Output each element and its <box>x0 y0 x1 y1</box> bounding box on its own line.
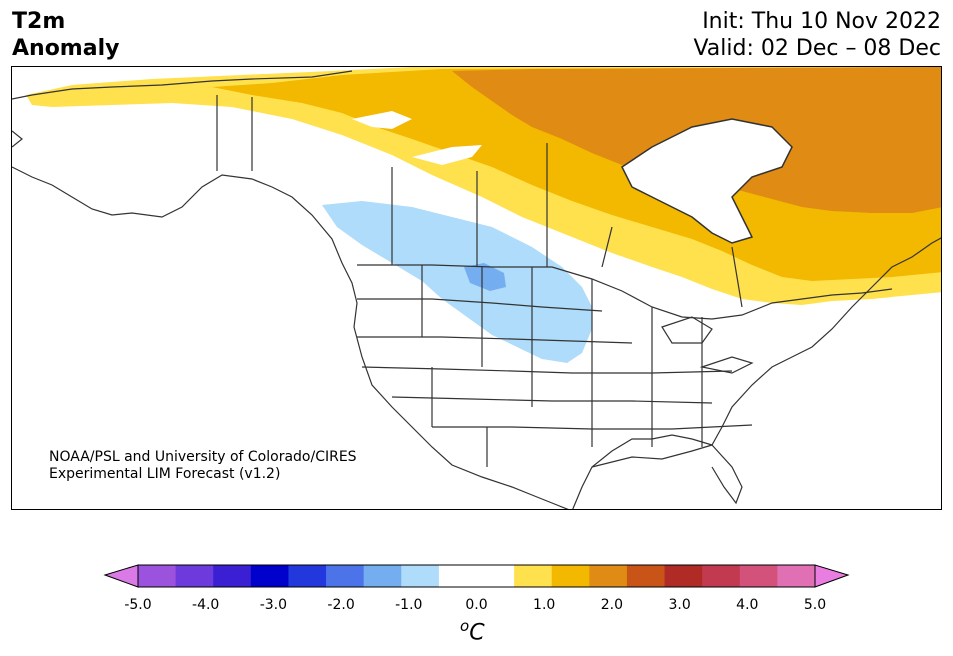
colorbar-tick-label: -3.0 <box>259 597 288 613</box>
hudson-bay <box>621 118 793 244</box>
colorbar-cell <box>551 565 590 587</box>
colorbar-cell <box>514 565 553 587</box>
colorbar-cell <box>476 565 515 587</box>
chart-title: T2m Anomaly <box>12 8 119 62</box>
colorbar-frame <box>137 564 816 588</box>
colorbar-cell <box>777 565 816 587</box>
colorbar-cell <box>401 565 440 587</box>
colorbar-tick-label: 1.0 <box>533 597 556 613</box>
colorbar-cell <box>326 565 365 587</box>
colorbar-tick-label: 3.0 <box>668 597 691 613</box>
great-slave-lake <box>412 145 482 165</box>
colorbar-cell <box>739 565 778 587</box>
colorbar-tick-label: -4.0 <box>192 597 220 613</box>
colorbar-tick-label: -1.0 <box>395 597 423 613</box>
colorbar-left-arrow <box>103 564 139 588</box>
colorbar-cell <box>288 565 327 587</box>
colorbar-cell <box>664 565 703 587</box>
title-line-1: T2m <box>12 9 66 34</box>
colorbar-unit: oC <box>460 617 485 645</box>
credit-line-1: NOAA/PSL and University of Colorado/CIRE… <box>49 449 357 465</box>
unit-letter: C <box>469 620 485 646</box>
colorbar-cell <box>589 565 628 587</box>
great-bear-lake <box>352 111 412 129</box>
credit-line-2: Experimental LIM Forecast (v1.2) <box>49 466 281 482</box>
borders <box>12 70 941 509</box>
credit-text: NOAA/PSL and University of Colorado/CIRE… <box>49 449 357 483</box>
colorbar <box>103 564 850 588</box>
anomaly-region-cool-1 <box>322 201 592 363</box>
colorbar-cell <box>138 565 177 587</box>
anomaly-region-cool-2 <box>464 263 506 291</box>
colorbar-right-arrow <box>814 564 850 588</box>
map-svg <box>12 67 941 509</box>
anomaly-map: NOAA/PSL and University of Colorado/CIRE… <box>11 66 942 510</box>
colorbar-cell <box>363 565 402 587</box>
colorbar-tick-label: -5.0 <box>124 597 152 613</box>
colorbar-cell <box>438 565 477 587</box>
colorbar-cell <box>702 565 741 587</box>
colorbar-tick-label: 0.0 <box>465 597 488 613</box>
colorbar-cell <box>626 565 666 587</box>
colorbar-cell <box>175 565 214 587</box>
colorbar-cells <box>138 565 816 587</box>
colorbar-tick-label: -2.0 <box>327 597 355 613</box>
colorbar-tick-label: 5.0 <box>803 597 827 613</box>
colorbar-cell <box>250 565 289 587</box>
unit-degree: o <box>460 617 470 635</box>
date-info: Init: Thu 10 Nov 2022 Valid: 02 Dec – 08… <box>693 8 941 62</box>
colorbar-tick-label: 2.0 <box>600 597 624 613</box>
colorbar-cell <box>213 565 252 587</box>
init-date: Init: Thu 10 Nov 2022 <box>702 9 941 34</box>
colorbar-tick-label: 4.0 <box>736 597 759 613</box>
colorbar-ticks: -5.0 -4.0 -3.0 -2.0 -1.0 0.0 1.0 2.0 3.0 4.0 5.0 <box>0 597 953 617</box>
title-line-2: Anomaly <box>12 36 120 61</box>
valid-range: Valid: 02 Dec – 08 Dec <box>693 36 941 61</box>
